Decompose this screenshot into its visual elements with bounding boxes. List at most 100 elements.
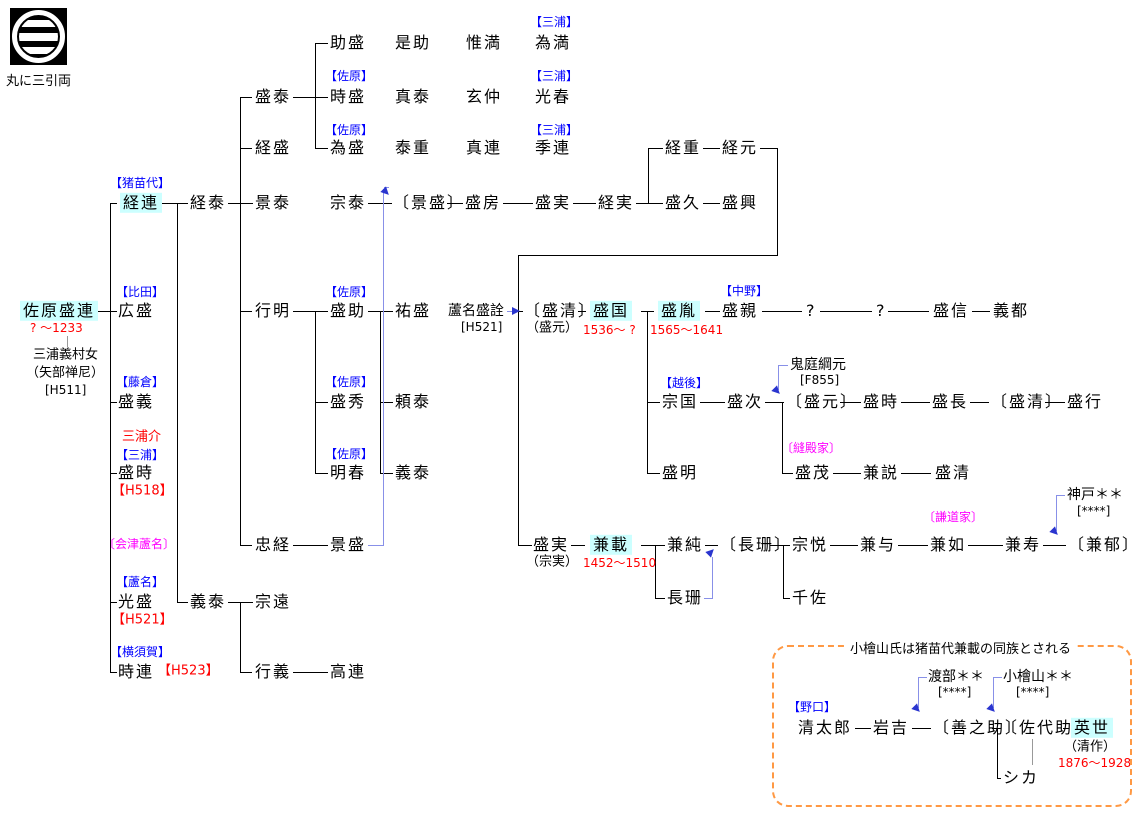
label-label-miura-t2: 【三浦】 — [530, 69, 579, 84]
label-label-yokosuka: 【横須賀】 — [110, 645, 171, 660]
connector-line — [110, 203, 111, 673]
person-hideyo[interactable]: 英世 — [1071, 717, 1114, 739]
label-label-ashina: 【蘆名】 — [116, 575, 165, 590]
connector-line — [447, 203, 463, 204]
connector-line — [655, 598, 665, 599]
connector-line — [518, 255, 778, 256]
connector-line — [240, 97, 241, 546]
person-morinaga: 盛長 — [932, 391, 969, 411]
person-chosan: 長珊 — [667, 587, 704, 607]
person-sawara-moritsura[interactable]: 佐原盛連 — [20, 300, 99, 322]
marriage-line — [1032, 739, 1033, 765]
person-seisaku-alias: （清作） — [1064, 739, 1117, 755]
connector-line — [293, 545, 328, 546]
adoption-line — [993, 677, 994, 708]
person-miuranosuke: 三浦介 — [122, 429, 162, 445]
label-label-sahara4: 【佐原】 — [325, 375, 374, 390]
person-yoriyasu: 頼泰 — [395, 391, 432, 411]
person-kagemori-adopted: 〔景盛〕 — [393, 192, 466, 212]
label-label-kendoke: 〔謙道家〕 — [923, 510, 984, 525]
person-munezane-alias: （宗実） — [526, 554, 579, 570]
person-morinobu: 盛信 — [933, 300, 970, 320]
person-akiharu: 明春 — [330, 462, 367, 482]
person-yoshiyasu2: 義泰 — [395, 462, 432, 482]
connector-line — [240, 148, 252, 149]
connector-line — [177, 602, 188, 603]
connector-line — [293, 672, 328, 673]
connector-line — [158, 203, 177, 204]
person-watanabe: 渡部＊＊ — [928, 668, 984, 685]
connector-line — [992, 728, 1001, 729]
person-koremitsu: 惟満 — [466, 32, 503, 52]
person-h518: 【H518】 — [112, 483, 173, 499]
connector-line — [641, 545, 665, 546]
person-moriyoshi: 盛義 — [118, 391, 155, 411]
connector-line — [1063, 728, 1069, 729]
person-kanezumi: 兼純 — [667, 534, 704, 554]
connector-line — [997, 778, 1001, 779]
person-morichika: 盛親 — [722, 300, 759, 320]
connector-line — [783, 598, 790, 599]
connector-line — [703, 148, 720, 149]
person-oniwa-tsunamoto: 鬼庭綱元 — [790, 356, 846, 373]
connector-line — [840, 402, 861, 403]
person-takatsura: 高連 — [330, 661, 367, 681]
person-suetsura: 季連 — [535, 137, 572, 157]
person-morihide: 盛秀 — [330, 391, 367, 411]
connector-line — [315, 43, 316, 149]
person-yabe-zenni: （矢部禅尼） — [26, 365, 105, 381]
crest-bars-icon — [19, 17, 58, 56]
adoption-line — [993, 677, 1002, 678]
label-label-sahara2: 【佐原】 — [325, 123, 374, 138]
connector-line — [1043, 545, 1066, 546]
adoption-line — [918, 677, 919, 708]
label-label-inawashiro: 【猪苗代】 — [110, 176, 171, 191]
person-sawara-moritsura-dates: ? ～1233 — [30, 321, 83, 336]
person-unknown1: ? — [806, 300, 817, 320]
connector-line — [240, 311, 252, 312]
person-yoshiyasu: 義泰 — [190, 591, 227, 611]
connector-line — [110, 311, 117, 312]
adoption-line — [778, 365, 779, 390]
person-h521-ashina: [H521] — [461, 320, 503, 335]
person-h521-mitsumori: 【H521】 — [112, 612, 173, 628]
person-sukemori2: 祐盛 — [395, 300, 432, 320]
connector-line — [648, 148, 663, 149]
connector-line — [96, 311, 111, 312]
person-morishige: 盛茂 — [795, 462, 832, 482]
person-kanesai[interactable]: 兼載 — [590, 534, 633, 556]
connector-line — [647, 402, 660, 403]
person-tsuneyasu: 経泰 — [190, 192, 227, 212]
label-label-nuidonoke: 〔縫殿家〕 — [781, 441, 842, 456]
connector-line — [901, 473, 931, 474]
person-miura-yoshimura-musume: 三浦義村女 — [33, 347, 99, 363]
person-moritane[interactable]: 盛胤 — [658, 300, 701, 322]
connector-line — [782, 402, 783, 474]
person-kaneju: 兼寿 — [1005, 534, 1042, 554]
connector-line — [705, 545, 718, 546]
person-moriaki: 盛明 — [662, 462, 699, 482]
person-hideyo-dates: 1876～1928 — [1058, 756, 1132, 771]
adoption-line — [368, 545, 383, 546]
person-moriyuki: 盛行 — [1067, 391, 1104, 411]
label-label-sahara1: 【佐原】 — [325, 69, 374, 84]
person-kobiyama: 小檜山＊＊ — [1003, 668, 1073, 685]
person-morikuni[interactable]: 盛国 — [590, 300, 633, 322]
person-morimoto-alias: （盛元） — [526, 320, 579, 336]
person-tsunetsura[interactable]: 経連 — [120, 192, 163, 214]
person-kambe-code: [****] — [1077, 504, 1111, 519]
person-kagemori: 景盛 — [330, 534, 367, 554]
person-kanesai-dates: 1452～1510 — [583, 556, 657, 571]
person-chisa: 千佐 — [792, 587, 829, 607]
label-label-miura-t1: 【三浦】 — [530, 15, 579, 30]
label-label-sahara5: 【佐原】 — [325, 447, 374, 462]
adoption-line — [712, 557, 713, 599]
connector-line — [901, 402, 930, 403]
connector-line — [110, 672, 117, 673]
connector-line — [380, 473, 393, 474]
connector-line — [636, 203, 663, 204]
label-label-echigo: 【越後】 — [660, 376, 709, 391]
person-morifusa: 盛房 — [465, 192, 502, 212]
adoption-arrow-icon — [705, 546, 717, 558]
